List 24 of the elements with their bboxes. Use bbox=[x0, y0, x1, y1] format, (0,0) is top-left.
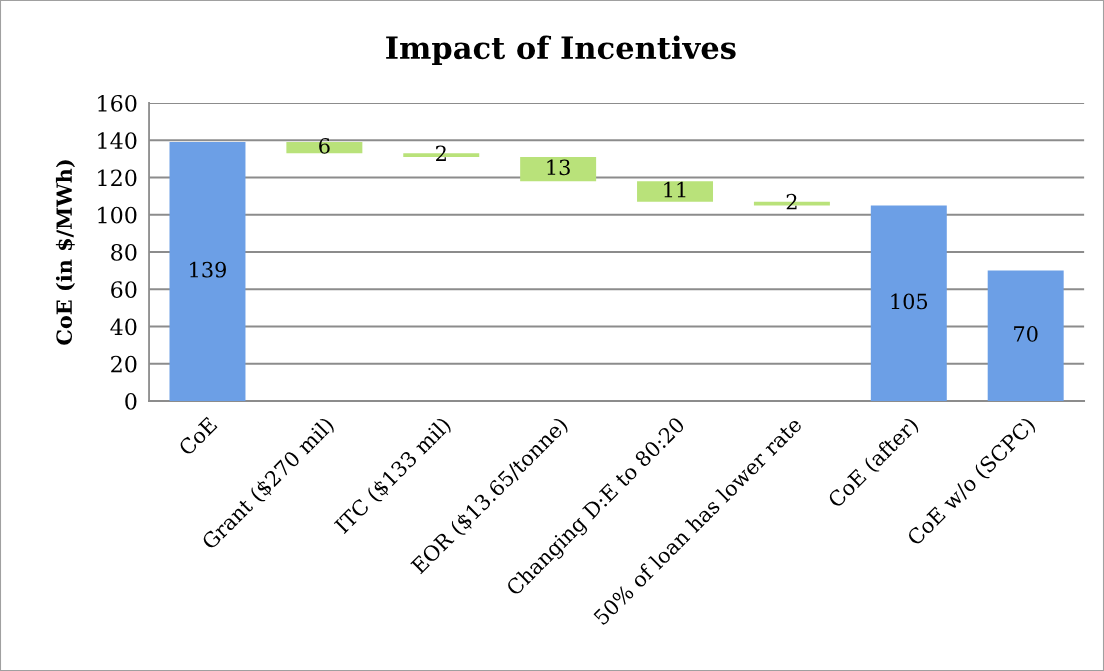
y-tick-label: 60 bbox=[111, 281, 137, 298]
data-label: 13 bbox=[547, 159, 570, 176]
bar bbox=[637, 181, 714, 202]
chart-title: Impact of Incentives bbox=[386, 35, 736, 66]
bar bbox=[870, 205, 947, 401]
bar bbox=[987, 270, 1064, 401]
y-tick-label: 20 bbox=[111, 355, 137, 373]
y-tick-label: 0 bbox=[125, 392, 137, 410]
y-tick-label: 160 bbox=[98, 94, 137, 112]
data-label: 139 bbox=[190, 261, 226, 278]
data-label: 2 bbox=[786, 193, 797, 210]
data-label: 70 bbox=[1014, 326, 1038, 342]
y-axis-title: CoE (in $/MWh) bbox=[55, 160, 75, 345]
y-tick-label: 140 bbox=[98, 132, 137, 150]
data-label: 6 bbox=[319, 137, 330, 154]
y-tick-label: 120 bbox=[98, 169, 137, 187]
y-tick-label: 80 bbox=[111, 243, 137, 261]
bar bbox=[169, 142, 246, 401]
y-tick-label: 40 bbox=[110, 318, 137, 336]
data-label: 2 bbox=[436, 145, 446, 161]
data-label: 11 bbox=[664, 181, 686, 198]
data-label: 105 bbox=[891, 293, 928, 310]
y-tick-label: 100 bbox=[98, 206, 137, 224]
bar bbox=[520, 157, 597, 182]
